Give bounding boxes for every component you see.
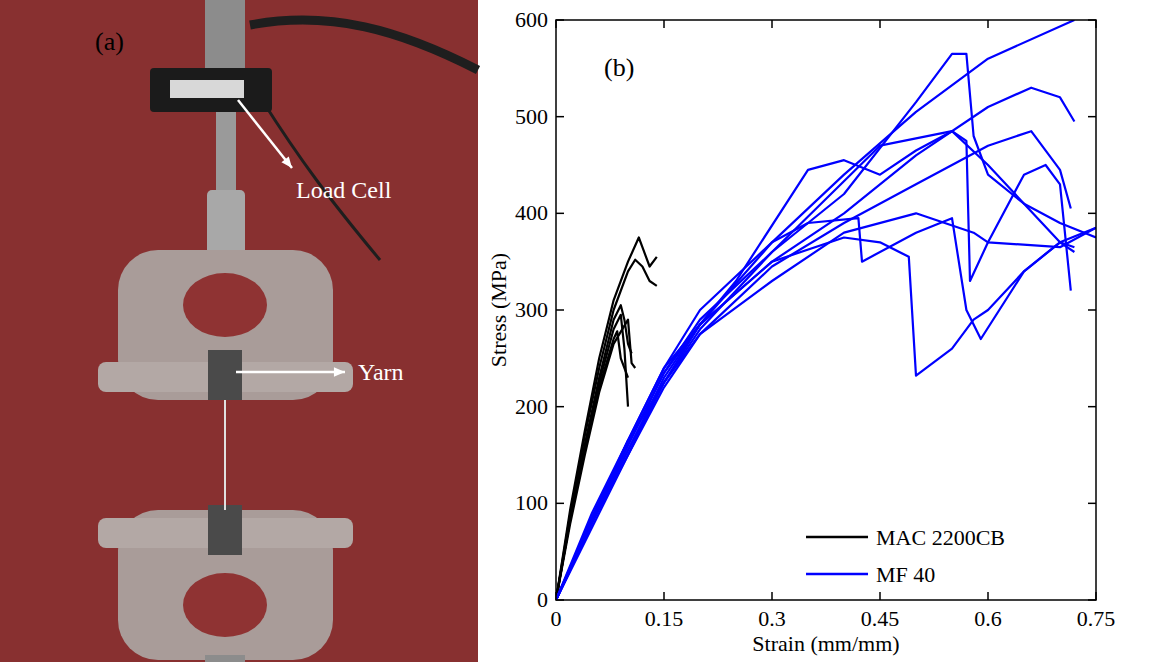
y-tick-label: 0 (537, 587, 548, 612)
legend-swatch (806, 573, 868, 576)
panel-label: (a) (95, 27, 124, 56)
x-tick-label: 0 (551, 606, 562, 631)
load-cell-body (150, 68, 272, 112)
legend-swatch (806, 536, 868, 539)
y-axis-title: Stress (MPa) (486, 253, 511, 367)
y-tick (556, 213, 564, 215)
panel-label: (b) (604, 53, 634, 82)
y-tick-label: 500 (515, 104, 548, 129)
x-tick-label: 0.75 (1077, 606, 1116, 631)
y-tick (556, 309, 564, 311)
y-tick (556, 406, 564, 408)
photo-background (0, 0, 478, 662)
cylinder (207, 190, 245, 255)
x-tick (771, 592, 773, 600)
specimen-curve (556, 54, 1074, 600)
grip-jaw (208, 505, 242, 555)
x-tick-top (663, 20, 665, 28)
y-tick-right (1088, 503, 1096, 505)
grip (98, 505, 353, 660)
specimen-curve (556, 20, 1074, 600)
specimen-curve (556, 238, 1074, 601)
y-tick-right (1088, 309, 1096, 311)
arrow-line (236, 371, 345, 374)
y-tick (556, 116, 564, 118)
x-tick (879, 592, 881, 600)
y-tick-label: 300 (515, 297, 548, 322)
photo-shade (0, 0, 478, 662)
x-tick-label: 0.3 (758, 606, 786, 631)
specimen-curve (556, 218, 1096, 600)
legend-label: MF 40 (876, 562, 935, 587)
yarn (224, 400, 226, 510)
y-tick-label: 200 (515, 394, 548, 419)
grip-hole (183, 273, 267, 337)
photo-panel: (a) Load Cell Yarn (0, 0, 478, 662)
chart: 0 0.15 0.3 0.45 0.6 0.75 0 100 200 300 400 500 600 St… (486, 7, 1115, 656)
legend-label: MAC 2200CB (876, 525, 1005, 550)
bottom-shaft (205, 655, 245, 662)
arrow-line (238, 100, 292, 168)
specimen-curve (556, 305, 632, 600)
plot-frame (556, 20, 1096, 600)
arrow-head (281, 156, 292, 168)
x-tick-top (879, 20, 881, 28)
specimen-curve (556, 131, 1071, 600)
x-tick-top (771, 20, 773, 28)
grip-jaw (208, 350, 242, 400)
arrow-head (334, 367, 345, 376)
page: (a) Load Cell Yarn 0 0.15 0.3 0.45 0.6 0.75 0 100 2… (0, 0, 1150, 662)
cable (250, 20, 478, 70)
y-tick-label: 600 (515, 7, 548, 32)
legend: MAC 2200CB MF 40 (806, 525, 1005, 587)
specimen-curve (556, 315, 628, 600)
y-tick-right (1088, 213, 1096, 215)
specimen-curve (556, 131, 1071, 600)
y-tick-label: 100 (515, 490, 548, 515)
x-tick-label: 0.15 (645, 606, 684, 631)
grip (98, 250, 353, 400)
x-axis-title: Strain (mm/mm) (752, 631, 899, 656)
y-tick-right (1088, 406, 1096, 408)
annotation: Load Cell (296, 177, 392, 203)
y-tick-right (1088, 116, 1096, 118)
x-tick-label: 0.45 (861, 606, 900, 631)
annotation: Yarn (358, 359, 404, 385)
threaded-rod (205, 0, 245, 70)
y-tick (556, 503, 564, 505)
specimen-curve (556, 131, 1096, 600)
curves (556, 20, 1096, 600)
rod (216, 112, 236, 192)
grip-hole (183, 573, 267, 637)
specimen-curve (556, 88, 1074, 600)
x-tick (987, 592, 989, 600)
specimen-curve (556, 213, 1096, 600)
x-tick-label: 0.6 (974, 606, 1002, 631)
y-tick-label: 400 (515, 200, 548, 225)
x-tick-top (987, 20, 989, 28)
load-cell-sticker (170, 80, 244, 98)
x-tick (663, 592, 665, 600)
